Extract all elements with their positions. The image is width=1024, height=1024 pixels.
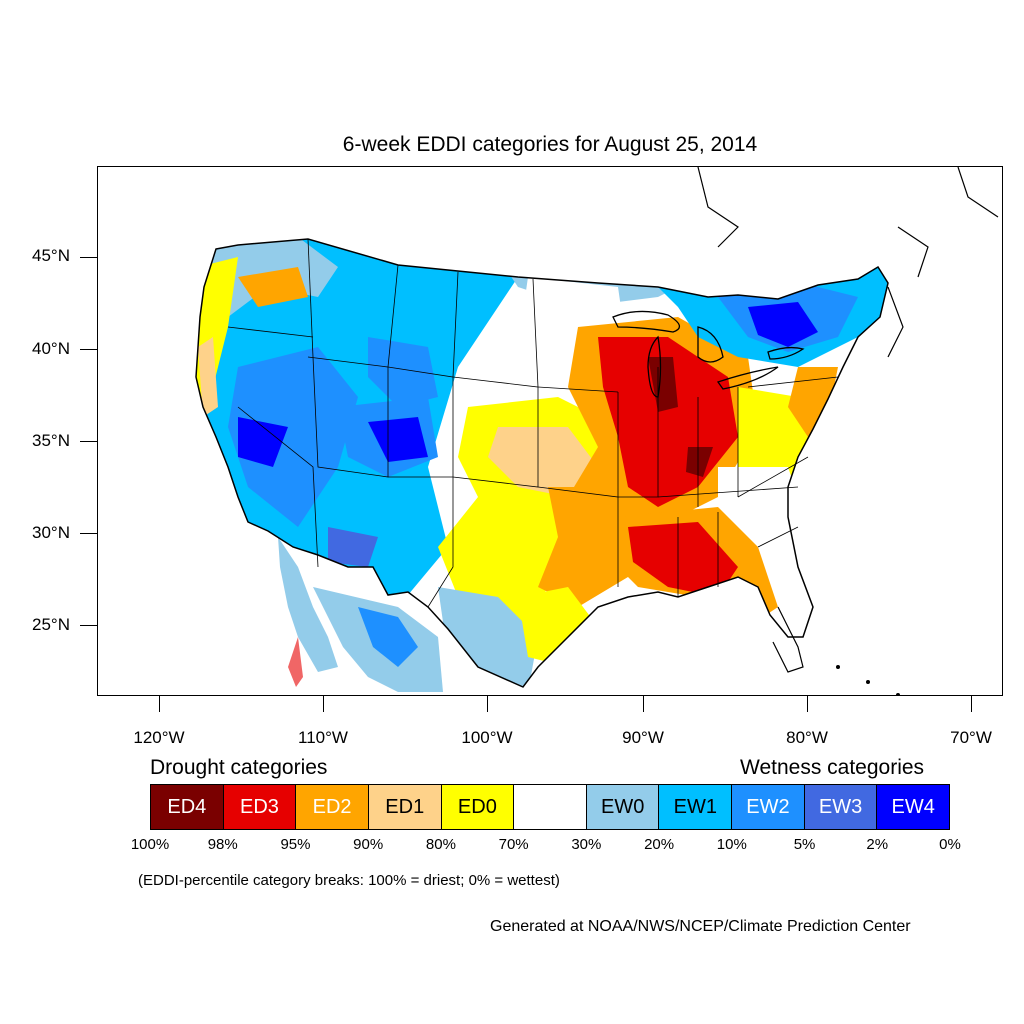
state-borders [227,238,839,608]
lat-label-30n: 30°N [32,523,70,542]
credit-line: Generated at NOAA/NWS/NCEP/Climate Predi… [490,918,911,935]
lon-label-120w: 120°W [133,728,185,747]
legend-box-ew0: EW0 [586,785,660,829]
lon-tick [159,696,160,712]
percent-break-label: 20% [644,836,675,853]
percent-break-label: 70% [498,836,529,853]
lon-tick [971,696,972,712]
lat-label-25n: 25°N [32,615,70,634]
lon-label-80w: 80°W [786,728,828,747]
canada-coast [697,167,999,358]
lon-label-90w: 90°W [622,728,664,747]
lon-label-100w: 100°W [461,728,513,747]
map-title: 6-week EDDI categories for August 25, 20… [342,133,758,156]
lat-label-45n: 45°N [32,246,70,265]
florida-coast [772,606,804,673]
legend-box-ew3: EW3 [804,785,878,829]
lat-tick [80,349,97,350]
mexico-wet-patch [358,607,418,667]
legend-note: (EDDI-percentile category breaks: 100% =… [138,872,560,889]
percent-break-label: 30% [571,836,602,853]
baja-region [278,537,338,672]
legend-colorbar: ED4 ED3 ED2 ED1 ED0 EW0 EW1 EW2 EW3 EW4 [150,784,950,830]
conus-outline [195,238,889,688]
percent-break-label: 95% [280,836,311,853]
lon-tick [323,696,324,712]
legend-box-ed4: ED4 [151,785,224,829]
lon-label-110w: 110°W [298,728,348,747]
percent-break-label: 100% [130,836,170,853]
wetness-heading: Wetness categories [740,756,925,779]
eddi-map [195,167,999,695]
percent-break-label: 98% [207,836,238,853]
percent-break-label: 0% [939,836,961,853]
lon-label-70w: 70°W [950,728,992,747]
caribbean-islands [836,665,900,695]
lat-label-40n: 40°N [32,339,70,358]
legend-box-neutral [514,785,587,829]
drought-heading: Drought categories [150,756,328,779]
percent-break-label: 90% [353,836,384,853]
percent-break-label: 10% [716,836,747,853]
percent-break-label: 2% [866,836,889,853]
lon-tick [807,696,808,712]
lat-tick [80,257,97,258]
legend-box-ew4: EW4 [877,785,950,829]
percent-break-label: 5% [793,836,816,853]
lat-tick [80,441,97,442]
lat-tick [80,533,97,534]
great-lakes [612,310,805,398]
lon-tick [487,696,488,712]
lon-tick [643,696,644,712]
legend-box-ed3: ED3 [223,785,297,829]
baja-tip-dry [288,637,303,687]
legend-box-ed1: ED1 [368,785,442,829]
map-area [97,166,1003,696]
legend-box-ed2: ED2 [296,785,369,829]
lat-label-35n: 35°N [32,431,70,450]
lat-tick [80,625,97,626]
legend-box-ew2: EW2 [732,785,805,829]
legend-box-ed0: ED0 [441,785,515,829]
percent-break-label: 80% [425,836,456,853]
legend-box-ew1: EW1 [659,785,733,829]
